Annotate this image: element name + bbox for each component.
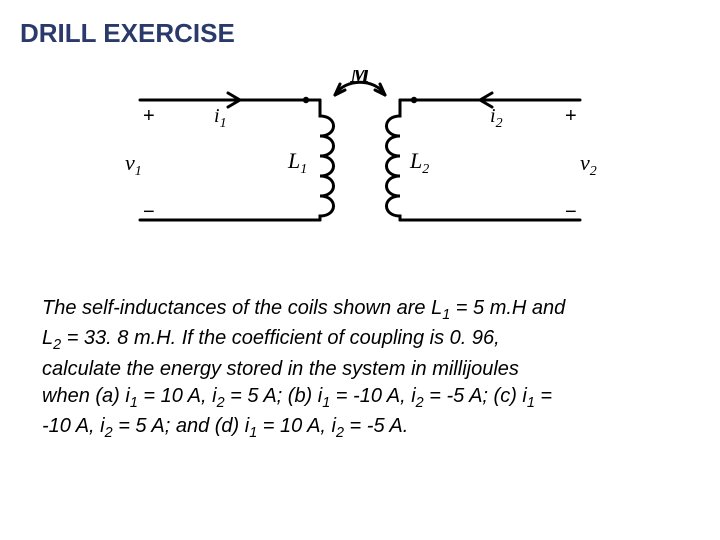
label-v2: v2 bbox=[580, 150, 597, 179]
inductor-l1 bbox=[320, 100, 334, 220]
label-m: M bbox=[349, 70, 371, 87]
plus-right: + bbox=[565, 105, 577, 127]
label-v1: v1 bbox=[125, 150, 142, 179]
minus-right: − bbox=[565, 201, 577, 223]
label-i1: i1 bbox=[214, 105, 227, 131]
label-l2: L2 bbox=[409, 148, 429, 177]
label-l1: L1 bbox=[287, 148, 307, 177]
plus-left: + bbox=[143, 105, 155, 127]
dot-l2 bbox=[411, 97, 417, 103]
problem-text: The self-inductances of the coils shown … bbox=[42, 295, 682, 444]
dot-l1 bbox=[303, 97, 309, 103]
circuit-figure: M i1 i2 v1 v2 L1 L2 + − + − bbox=[110, 70, 610, 250]
circuit-svg: M i1 i2 v1 v2 L1 L2 + − + − bbox=[110, 70, 610, 250]
minus-left: − bbox=[143, 201, 155, 223]
label-i2: i2 bbox=[490, 105, 503, 131]
page-title: DRILL EXERCISE bbox=[20, 18, 235, 49]
inductor-l2 bbox=[387, 100, 401, 220]
